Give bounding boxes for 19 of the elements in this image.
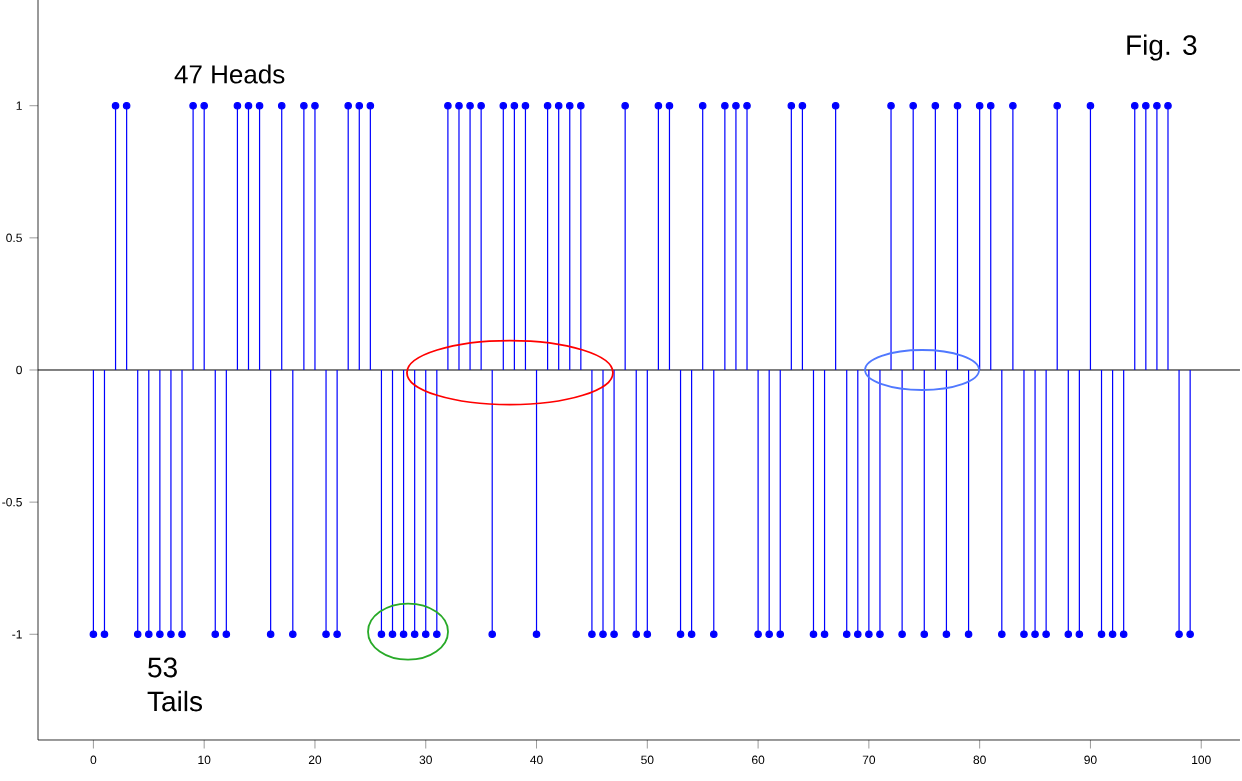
x-tick-label: 100: [1192, 755, 1211, 765]
x-tick-label: 40: [530, 755, 543, 765]
x-tick-label: 20: [308, 755, 322, 765]
y-tick-label: 0.5: [6, 233, 22, 243]
y-tick-label: -0.5: [2, 497, 22, 507]
x-tick-label: 50: [641, 755, 654, 765]
x-tick-label: 30: [419, 755, 432, 765]
y-tick-label: -1: [12, 630, 22, 639]
annotation: 53 Tails: [147, 657, 203, 712]
annotation: 47 Heads: [174, 64, 285, 84]
annotation: Fig. 3: [1127, 34, 1197, 61]
x-tick-label: 0: [90, 755, 97, 765]
y-tick-label: 1: [16, 101, 22, 110]
x-tick-label: 80: [973, 755, 986, 765]
y-tick-label: 0: [16, 365, 22, 375]
x-tick-label: 90: [1084, 755, 1097, 765]
x-tick-label: 60: [752, 755, 765, 765]
x-tick-label: 70: [862, 755, 876, 765]
x-tick-label: 10: [198, 755, 211, 765]
